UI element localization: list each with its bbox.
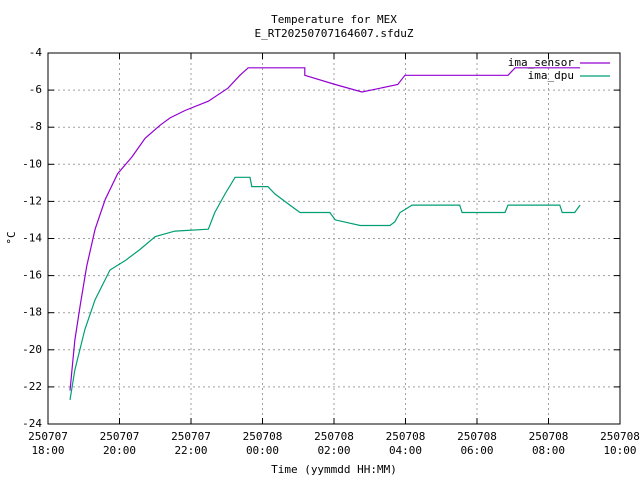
y-tick-label: -12 (22, 194, 42, 207)
y-tick-label: -16 (22, 269, 42, 282)
y-tick-label: -8 (29, 120, 42, 133)
x-tick-label: 250708 (314, 430, 354, 443)
y-tick-label: -10 (22, 157, 42, 170)
x-tick-label: 250708 (457, 430, 497, 443)
y-tick-label: -4 (29, 46, 43, 59)
y-tick-label: -20 (22, 343, 42, 356)
line-series (69, 176, 581, 400)
x-tick-label: 250708 (529, 430, 569, 443)
x-tick-label: 06:00 (460, 444, 493, 457)
x-tick-label: 250708 (243, 430, 283, 443)
y-axis-label: °C (5, 231, 18, 244)
x-tick-label: 250708 (386, 430, 426, 443)
x-tick-label: 18:00 (31, 444, 64, 457)
x-tick-label: 08:00 (532, 444, 565, 457)
line-series (69, 67, 581, 391)
y-tick-label: -6 (29, 83, 42, 96)
y-tick-label: -24 (22, 417, 42, 430)
x-tick-label: 250707 (100, 430, 140, 443)
x-tick-label: 04:00 (389, 444, 422, 457)
chart-title: Temperature for MEX (271, 13, 397, 26)
x-tick-label: 00:00 (246, 444, 279, 457)
y-tick-label: -14 (22, 232, 42, 245)
x-tick-label: 02:00 (317, 444, 350, 457)
x-tick-label: 20:00 (103, 444, 136, 457)
legend-label: ima_dpu (528, 69, 574, 82)
chart-subtitle: E_RT20250707164607.sfduZ (255, 27, 414, 40)
y-tick-label: -18 (22, 306, 42, 319)
x-tick-label: 250708 (600, 430, 640, 443)
x-tick-label: 250707 (28, 430, 68, 443)
plot-frame (47, 52, 621, 425)
x-tick-label: 22:00 (174, 444, 207, 457)
x-axis-label: Time (yymmdd HH:MM) (271, 463, 397, 476)
x-tick-label: 250707 (171, 430, 211, 443)
x-tick-label: 10:00 (603, 444, 636, 457)
legend-label: ima_sensor (508, 56, 575, 69)
y-tick-label: -22 (22, 380, 42, 393)
